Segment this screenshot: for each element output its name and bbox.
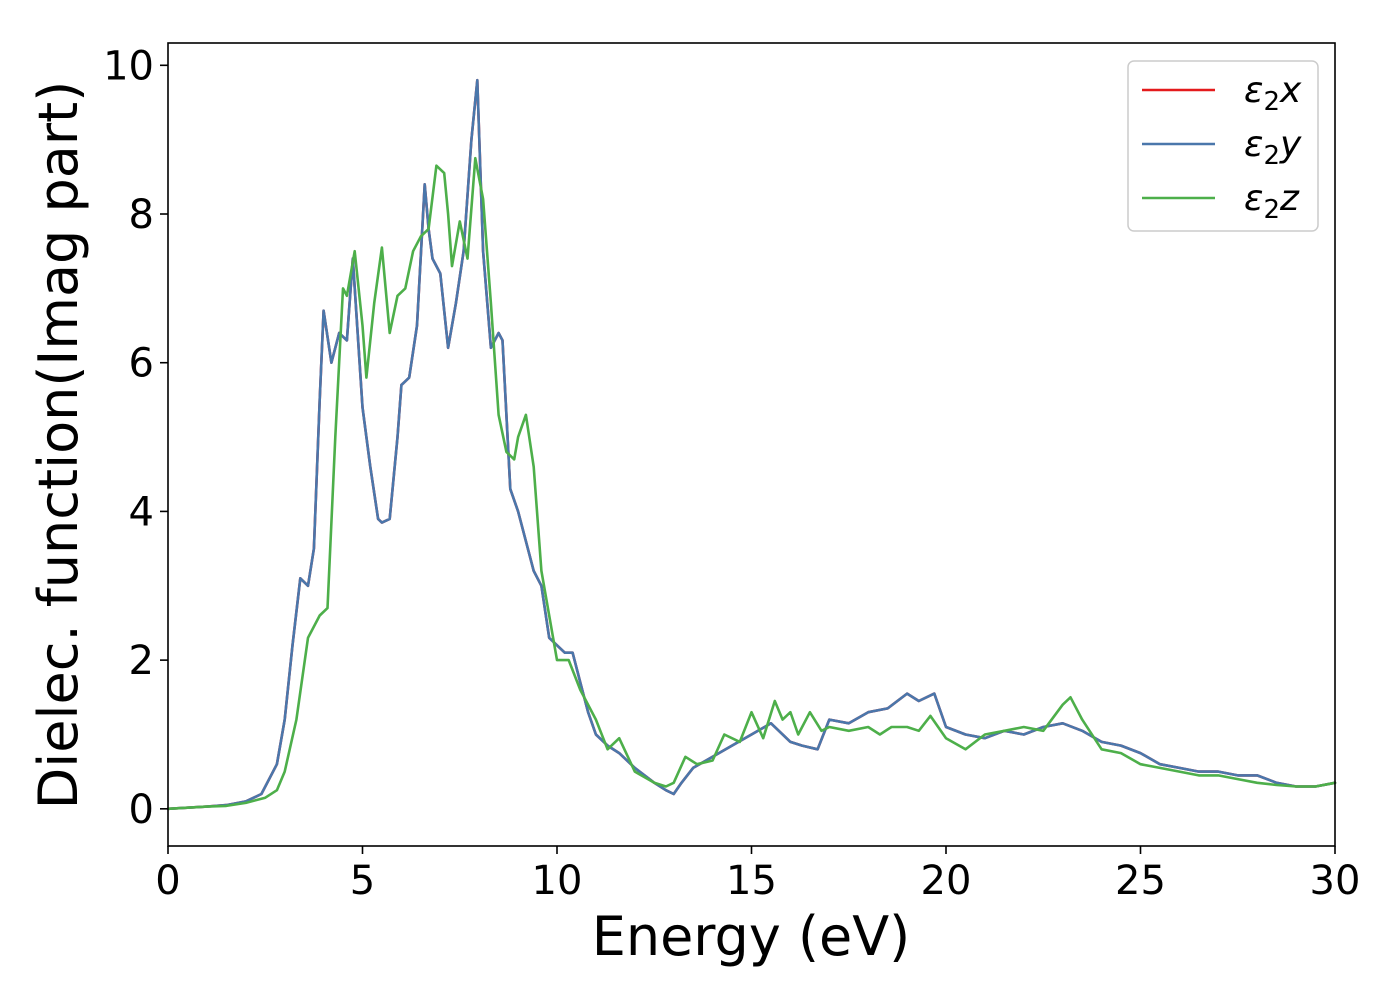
y-axis-ticks: 0 2 4 6 8 10 [103,43,168,833]
legend-label-y: ε2y [1244,124,1302,171]
x-tick-label: 5 [350,858,375,904]
legend: ε2x ε2y ε2z [1127,60,1319,232]
x-tick-label: 0 [155,858,180,904]
x-tick-label: 10 [532,858,583,904]
series-line-y [166,78,1337,811]
y-tick-label: 0 [129,787,154,833]
y-tick-label: 8 [129,192,154,238]
x-axis-ticks: 0 5 10 15 20 25 30 [155,846,1360,904]
x-tick-label: 25 [1115,858,1166,904]
x-tick-label: 15 [726,858,777,904]
y-tick-label: 10 [103,43,154,89]
y-axis-title: Dielec. function(Imag part) [27,81,90,810]
x-axis-title: Energy (eV) [592,905,911,968]
legend-label-x: ε2x [1244,70,1302,117]
y-tick-label: 2 [129,638,154,684]
series-layer [166,78,1337,811]
y-tick-label: 4 [129,489,154,535]
x-tick-label: 30 [1310,858,1361,904]
y-tick-label: 6 [129,341,154,387]
legend-label-z: ε2z [1244,178,1300,225]
series-line-z [166,156,1337,811]
x-tick-label: 20 [921,858,972,904]
legend-box [1127,60,1319,232]
